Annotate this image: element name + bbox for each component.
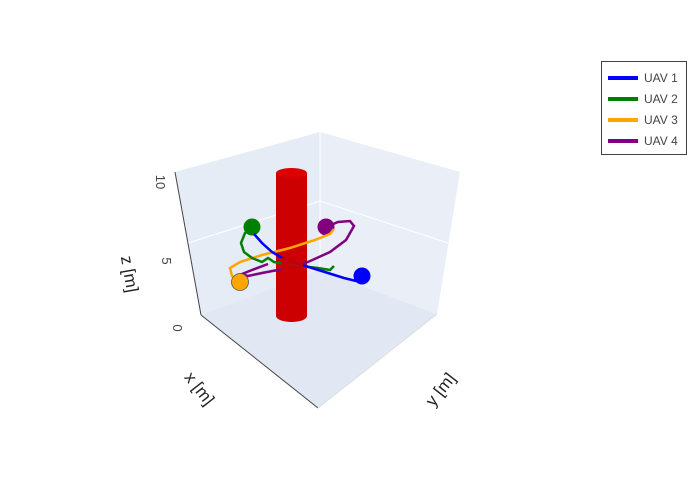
z-tick-0: 0: [170, 324, 185, 331]
gridline-z5-right: [319, 200, 449, 244]
legend-swatch-uav-1: [608, 76, 638, 80]
legend-item-uav-2[interactable]: UAV 2: [608, 89, 678, 109]
y-axis-title: y [m]: [422, 369, 460, 410]
series-uav-3[interactable]: [228, 228, 335, 291]
floor-plane: [201, 270, 437, 408]
legend-label-uav-4: UAV 4: [644, 134, 678, 148]
z-axis-line: [174, 171, 202, 316]
endpoint-uav-1[interactable]: [353, 267, 371, 285]
legend-swatch-uav-4: [608, 139, 638, 143]
z-tick-5: 5: [159, 257, 174, 264]
legend: UAV 1 UAV 2 UAV 3 UAV 4: [601, 61, 687, 155]
series-uav-2[interactable]: [239, 218, 335, 272]
legend-label-uav-3: UAV 3: [644, 113, 678, 127]
y-axis-line: [317, 313, 438, 409]
trajectory-uav-3[interactable]: [228, 228, 335, 283]
back-right-wall: [320, 132, 460, 314]
legend-item-uav-3[interactable]: UAV 3: [608, 110, 678, 130]
x-axis-line: [200, 314, 319, 409]
cylinder-top: [276, 168, 307, 178]
legend-item-uav-4[interactable]: UAV 4: [608, 131, 678, 151]
z-tick-10: 10: [153, 175, 168, 189]
cylinder-front: [281, 258, 303, 316]
legend-item-uav-1[interactable]: UAV 1: [608, 68, 678, 88]
x-axis-title: x [m]: [181, 368, 219, 409]
legend-label-uav-1: UAV 1: [644, 71, 678, 85]
z-axis-title: z [m]: [117, 254, 142, 294]
endpoint-uav-2[interactable]: [243, 218, 261, 236]
legend-swatch-uav-2: [608, 97, 638, 101]
legend-label-uav-2: UAV 2: [644, 92, 678, 106]
trajectory-uav-2[interactable]: [239, 226, 335, 272]
series-uav-1[interactable]: [253, 233, 371, 285]
trajectory-uav-1[interactable]: [253, 233, 363, 283]
endpoint-uav-4[interactable]: [317, 218, 335, 236]
endpoint-uav-3[interactable]: [231, 273, 249, 291]
legend-swatch-uav-3: [608, 118, 638, 122]
